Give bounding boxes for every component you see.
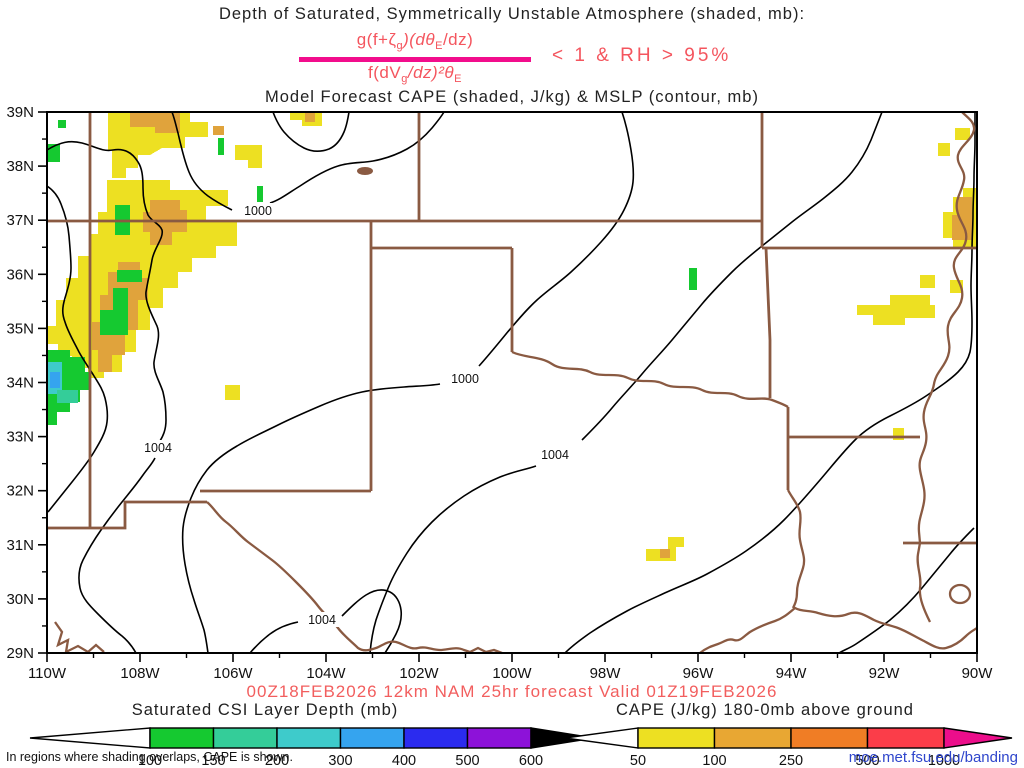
lon-tick-label: 100W xyxy=(492,665,532,682)
colorbar-tick-label: 500 xyxy=(855,753,879,768)
lon-tick-label: 104W xyxy=(306,665,346,682)
lat-tick-label: 35N xyxy=(6,320,34,337)
colorbar-tick-label: 300 xyxy=(328,753,352,768)
lat-tick-label: 32N xyxy=(6,483,34,500)
reservoir-dot xyxy=(357,167,373,175)
lat-tick-label: 36N xyxy=(6,266,34,283)
cape-legend-title: CAPE (J/kg) 180-0mb above ground xyxy=(616,701,914,719)
lat-tick-label: 34N xyxy=(6,375,34,392)
colorbars: 100 150 200 300 400 500 600 50 100 250 500 1000 xyxy=(29,727,1013,768)
lat-tick-label: 33N xyxy=(6,429,34,446)
forecast-valid-time: 00Z18FEB2026 12km NAM 25hr forecast Vali… xyxy=(246,682,778,701)
axis-ticks: 110W 108W 106W 104W 102W 100W 98W 96W 94W 92W 90W 3… xyxy=(6,104,993,682)
lon-tick-label: 98W xyxy=(590,665,622,682)
lat-tick-label: 39N xyxy=(6,104,34,121)
colorbar-tick-label: 250 xyxy=(779,753,803,768)
lon-tick-label: 90W xyxy=(962,665,994,682)
website-link[interactable]: moe.met.fsu.edu/banding xyxy=(848,749,1018,766)
state-borders xyxy=(47,111,978,655)
colorbar-tick-label: 400 xyxy=(392,753,416,768)
lon-tick-label: 92W xyxy=(869,665,901,682)
lat-tick-label: 30N xyxy=(6,591,34,608)
contour-label: 1000 xyxy=(244,204,272,218)
formula-numerator: g(f+ζg)(dθE/dz) xyxy=(356,30,474,52)
lat-tick-label: 37N xyxy=(6,212,34,229)
cape-colorbar: 50 100 250 500 1000 xyxy=(564,727,1013,768)
formula-denominator: f(dVg/dz)²θE xyxy=(368,63,462,85)
lon-tick-label: 110W xyxy=(28,665,67,682)
page-title: Depth of Saturated, Symmetrically Unstab… xyxy=(218,5,806,23)
overlap-note: In regions where shading overlaps, CAPE … xyxy=(6,750,293,764)
colorbar-tick-label: 200 xyxy=(265,753,289,768)
lat-tick-label: 31N xyxy=(6,537,34,554)
mslp-contours xyxy=(46,111,976,654)
colorbar-tick-label: 100 xyxy=(702,753,726,768)
csi-legend-title: Saturated CSI Layer Depth (mb) xyxy=(131,701,399,719)
fraction-bar xyxy=(299,57,531,62)
lon-tick-label: 106W xyxy=(213,665,253,682)
subtitle: Model Forecast CAPE (shaded, J/kg) & MSL… xyxy=(265,88,759,106)
colorbar-tick-label: 1000 xyxy=(928,753,960,768)
colorbar-tick-label: 600 xyxy=(519,753,543,768)
contour-label: 1004 xyxy=(308,613,336,627)
csi-shading xyxy=(47,120,697,425)
lon-tick-label: 94W xyxy=(776,665,808,682)
lat-tick-label: 29N xyxy=(6,645,34,662)
colorbar-tick-label: 100 xyxy=(138,753,162,768)
colorbar-tick-label: 50 xyxy=(630,753,646,768)
contour-labels: 1000 1000 1004 1004 1004 xyxy=(140,203,573,627)
contour-label: 1004 xyxy=(144,441,172,455)
csi-colorbar: 100 150 200 300 400 500 600 xyxy=(29,727,595,768)
contour-label: 1004 xyxy=(541,448,569,462)
lon-tick-label: 96W xyxy=(683,665,715,682)
contour-label: 1000 xyxy=(451,372,479,386)
lat-tick-label: 38N xyxy=(6,158,34,175)
lon-tick-label: 102W xyxy=(399,665,439,682)
lon-tick-label: 108W xyxy=(120,665,160,682)
formula-condition: < 1 & RH > 95% xyxy=(552,45,732,66)
colorbar-tick-label: 500 xyxy=(455,753,479,768)
colorbar-tick-label: 150 xyxy=(201,753,225,768)
